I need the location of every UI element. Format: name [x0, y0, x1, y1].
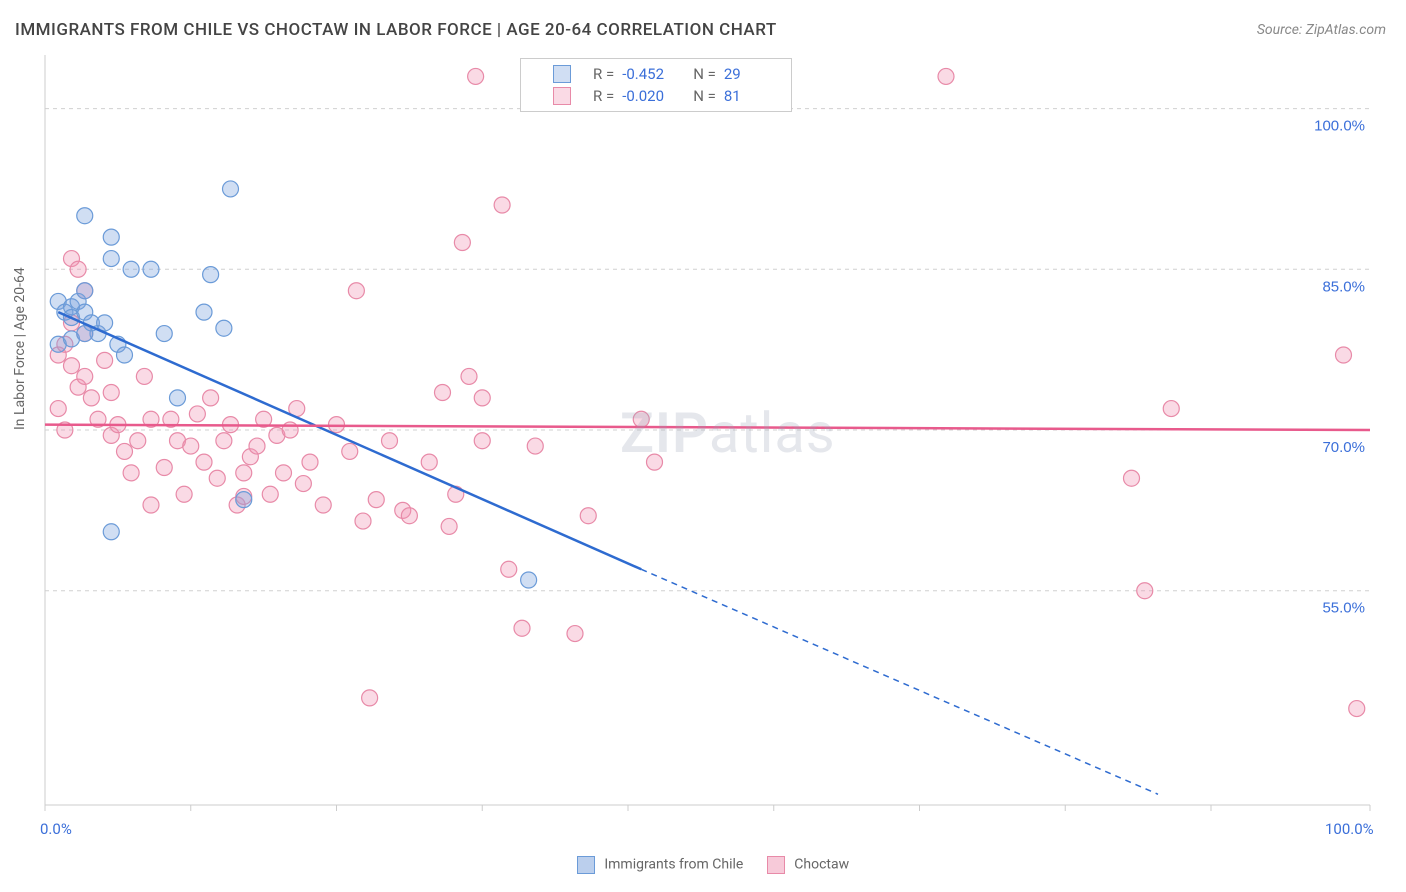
swatch-chile: [553, 65, 571, 83]
x-axis-min: 0.0%: [40, 820, 72, 838]
r-label: R =: [593, 87, 614, 105]
legend-row-chile: R = -0.452 N = 29: [533, 63, 779, 85]
swatch-choctaw-bottom: [767, 856, 785, 874]
scatter-chart: 55.0% 70.0% 85.0% 100.0%: [0, 0, 1406, 892]
r-value-choctaw: -0.020: [622, 87, 677, 105]
svg-text:100.0%: 100.0%: [1314, 118, 1365, 135]
r-label: R =: [593, 65, 614, 83]
svg-text:85.0%: 85.0%: [1322, 278, 1365, 295]
n-label: N =: [693, 65, 716, 83]
svg-text:55.0%: 55.0%: [1322, 600, 1365, 617]
r-value-chile: -0.452: [622, 65, 677, 83]
svg-text:70.0%: 70.0%: [1322, 439, 1365, 456]
legend-label-chile: Immigrants from Chile: [604, 857, 743, 873]
legend-label-choctaw: Choctaw: [794, 857, 849, 873]
n-label: N =: [693, 87, 716, 105]
bottom-legend: Immigrants from Chile Choctaw: [0, 856, 1406, 874]
n-value-chile: 29: [724, 65, 779, 83]
legend-row-choctaw: R = -0.020 N = 81: [533, 85, 779, 107]
n-value-choctaw: 81: [724, 87, 779, 105]
x-axis-max: 100.0%: [1325, 820, 1374, 838]
swatch-choctaw: [553, 87, 571, 105]
swatch-chile-bottom: [577, 856, 595, 874]
correlation-legend: R = -0.452 N = 29 R = -0.020 N = 81: [520, 58, 792, 112]
